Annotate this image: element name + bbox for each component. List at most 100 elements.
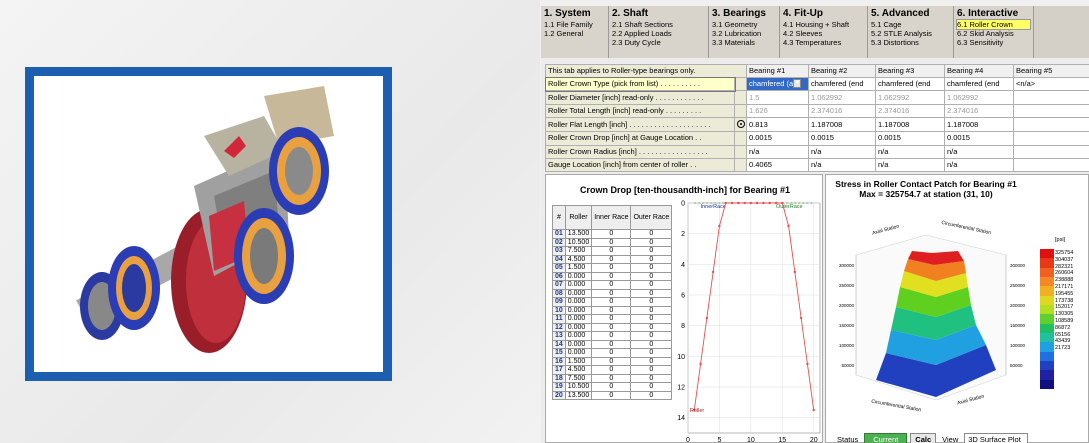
inner-race-cell[interactable]: 0 bbox=[591, 348, 632, 358]
inner-race-cell[interactable]: 0 bbox=[591, 263, 632, 273]
dropdown-arrow-icon[interactable]: ▼ bbox=[793, 79, 802, 89]
roller-drop-cell[interactable]: 13.500 bbox=[564, 390, 593, 400]
tab-interactive[interactable]: 6. Interactive 6.1 Roller Crown 6.2 Skid… bbox=[954, 6, 1034, 58]
tab-skid-analysis[interactable]: 6.2 Skid Analysis bbox=[957, 29, 1014, 38]
grid-cell[interactable]: n/a bbox=[875, 144, 945, 159]
roller-drop-cell[interactable]: 0.000 bbox=[564, 288, 593, 298]
grid-cell[interactable]: 0.0015 bbox=[808, 131, 876, 146]
crown-type-dropdown[interactable]: chamfered (a▼ bbox=[746, 77, 809, 92]
roller-drop-cell[interactable]: 0.000 bbox=[564, 297, 593, 307]
roller-drop-cell[interactable]: 0.000 bbox=[564, 348, 593, 358]
roller-drop-cell[interactable]: 0.000 bbox=[564, 339, 593, 349]
tab-interactive-title[interactable]: 6. Interactive bbox=[957, 8, 1019, 19]
tab-temperatures[interactable]: 4.3 Temperatures bbox=[783, 38, 842, 47]
grid-cell[interactable]: n/a bbox=[808, 157, 876, 173]
inner-race-cell[interactable]: 0 bbox=[591, 229, 632, 239]
roller-drop-cell[interactable]: 1.500 bbox=[564, 356, 593, 366]
grid-cell[interactable]: <n/a> bbox=[1013, 77, 1089, 92]
grid-cell[interactable]: 1.187008 bbox=[875, 116, 945, 133]
tab-fit-up-title[interactable]: 4. Fit-Up bbox=[783, 8, 823, 19]
tab-sensitivity[interactable]: 6.3 Sensitivity bbox=[957, 38, 1004, 47]
grid-cell[interactable]: 1.187008 bbox=[944, 116, 1014, 133]
tab-advanced[interactable]: 5. Advanced 5.1 Cage 5.2 STLE Analysis 5… bbox=[868, 6, 954, 58]
tab-advanced-title[interactable]: 5. Advanced bbox=[871, 8, 930, 19]
tab-bearings[interactable]: 3. Bearings 3.1 Geometry 3.2 Lubrication… bbox=[709, 6, 780, 58]
grid-cell[interactable]: n/a bbox=[808, 144, 876, 159]
inner-race-cell[interactable]: 0 bbox=[591, 365, 632, 375]
grid-cell[interactable]: 1.187008 bbox=[808, 116, 876, 133]
tab-applied-loads[interactable]: 2.2 Applied Loads bbox=[612, 29, 672, 38]
tab-sleeves[interactable]: 4.2 Sleeves bbox=[783, 29, 823, 38]
grid-cell[interactable] bbox=[1013, 131, 1089, 146]
grid-cell[interactable]: chamfered (end bbox=[944, 77, 1014, 92]
tab-shaft-title[interactable]: 2. Shaft bbox=[612, 8, 649, 19]
grid-cell[interactable]: n/a bbox=[875, 157, 945, 173]
roller-drop-cell[interactable]: 0.000 bbox=[564, 331, 593, 341]
tab-shaft-sections[interactable]: 2.1 Shaft Sections bbox=[612, 20, 673, 29]
inner-race-cell[interactable]: 0 bbox=[591, 237, 632, 247]
surface-band bbox=[904, 259, 966, 281]
inner-race-cell[interactable]: 0 bbox=[591, 305, 632, 315]
grid-cell[interactable] bbox=[1013, 144, 1089, 159]
inner-race-cell[interactable]: 0 bbox=[591, 254, 632, 264]
tab-housing-shaft[interactable]: 4.1 Housing + Shaft bbox=[783, 20, 850, 29]
grid-cell[interactable]: chamfered (end bbox=[875, 77, 945, 92]
grid-cell[interactable]: 0.0015 bbox=[875, 131, 945, 146]
inner-race-cell[interactable]: 0 bbox=[591, 382, 632, 392]
grid-cell[interactable]: n/a bbox=[944, 157, 1014, 173]
tab-duty-cycle[interactable]: 2.3 Duty Cycle bbox=[612, 38, 661, 47]
tab-materials[interactable]: 3.3 Materials bbox=[712, 38, 755, 47]
roller-drop-cell[interactable]: 7.500 bbox=[564, 246, 593, 256]
calc-button[interactable]: Calc bbox=[910, 432, 937, 443]
inner-race-cell[interactable]: 0 bbox=[591, 246, 632, 256]
roller-drop-cell[interactable]: 0.000 bbox=[564, 305, 593, 315]
inner-race-cell[interactable]: 0 bbox=[591, 280, 632, 290]
tab-system-title[interactable]: 1. System bbox=[544, 8, 591, 19]
roller-drop-cell[interactable]: 0.000 bbox=[564, 271, 593, 281]
inner-race-cell[interactable]: 0 bbox=[591, 339, 632, 349]
grid-cell[interactable]: n/a bbox=[746, 144, 809, 159]
inner-race-cell[interactable]: 0 bbox=[591, 356, 632, 366]
tab-lubrication[interactable]: 3.2 Lubrication bbox=[712, 29, 762, 38]
grid-cell[interactable]: 0.0015 bbox=[944, 131, 1014, 146]
inner-race-cell[interactable]: 0 bbox=[591, 322, 632, 332]
tab-cage[interactable]: 5.1 Cage bbox=[871, 20, 902, 29]
tab-stle-analysis[interactable]: 5.2 STLE Analysis bbox=[871, 29, 932, 38]
inner-race-cell[interactable]: 0 bbox=[591, 271, 632, 281]
view-select[interactable]: 3D Surface Plot bbox=[964, 432, 1029, 443]
target-icon[interactable] bbox=[734, 116, 747, 133]
tab-distortions[interactable]: 5.3 Distortions bbox=[871, 38, 919, 47]
tab-geometry[interactable]: 3.1 Geometry bbox=[712, 20, 758, 29]
grid-cell[interactable]: n/a bbox=[944, 144, 1014, 159]
tab-shaft[interactable]: 2. Shaft 2.1 Shaft Sections 2.2 Applied … bbox=[609, 6, 709, 58]
inner-race-cell[interactable]: 0 bbox=[591, 373, 632, 383]
inner-race-cell[interactable]: 0 bbox=[591, 314, 632, 324]
inner-race-cell[interactable]: 0 bbox=[591, 297, 632, 307]
grid-cell[interactable]: chamfered (end bbox=[808, 77, 876, 92]
roller-drop-cell[interactable]: 7.500 bbox=[564, 373, 593, 383]
tab-roller-crown[interactable]: 6.1 Roller Crown bbox=[956, 19, 1031, 30]
tab-file-family[interactable]: 1.1 File Family bbox=[544, 20, 593, 29]
tab-general[interactable]: 1.2 General bbox=[544, 29, 584, 38]
roller-drop-cell[interactable]: 13.500 bbox=[564, 229, 593, 239]
inner-race-cell[interactable]: 0 bbox=[591, 288, 632, 298]
grid-cell[interactable] bbox=[1013, 157, 1089, 173]
inner-race-cell[interactable]: 0 bbox=[591, 390, 632, 400]
roller-drop-cell[interactable]: 10.500 bbox=[564, 237, 593, 247]
tab-bearings-title[interactable]: 3. Bearings bbox=[712, 8, 766, 19]
tab-fit-up[interactable]: 4. Fit-Up 4.1 Housing + Shaft 4.2 Sleeve… bbox=[780, 6, 868, 58]
tab-system[interactable]: 1. System 1.1 File Family 1.2 General bbox=[541, 6, 609, 58]
roller-drop-cell[interactable]: 4.500 bbox=[564, 254, 593, 264]
outer-race-cell[interactable]: 0 bbox=[630, 390, 673, 400]
inner-race-cell[interactable]: 0 bbox=[591, 331, 632, 341]
roller-drop-cell[interactable]: 0.000 bbox=[564, 280, 593, 290]
grid-cell[interactable]: 0.813 bbox=[746, 116, 809, 133]
roller-drop-cell[interactable]: 0.000 bbox=[564, 322, 593, 332]
roller-drop-cell[interactable]: 10.500 bbox=[564, 382, 593, 392]
roller-drop-cell[interactable]: 1.500 bbox=[564, 263, 593, 273]
roller-drop-cell[interactable]: 4.500 bbox=[564, 365, 593, 375]
grid-cell[interactable]: 0.0015 bbox=[746, 131, 809, 146]
grid-cell[interactable] bbox=[1013, 116, 1089, 133]
roller-drop-cell[interactable]: 0.000 bbox=[564, 314, 593, 324]
grid-cell[interactable]: 0.4065 bbox=[746, 157, 809, 173]
